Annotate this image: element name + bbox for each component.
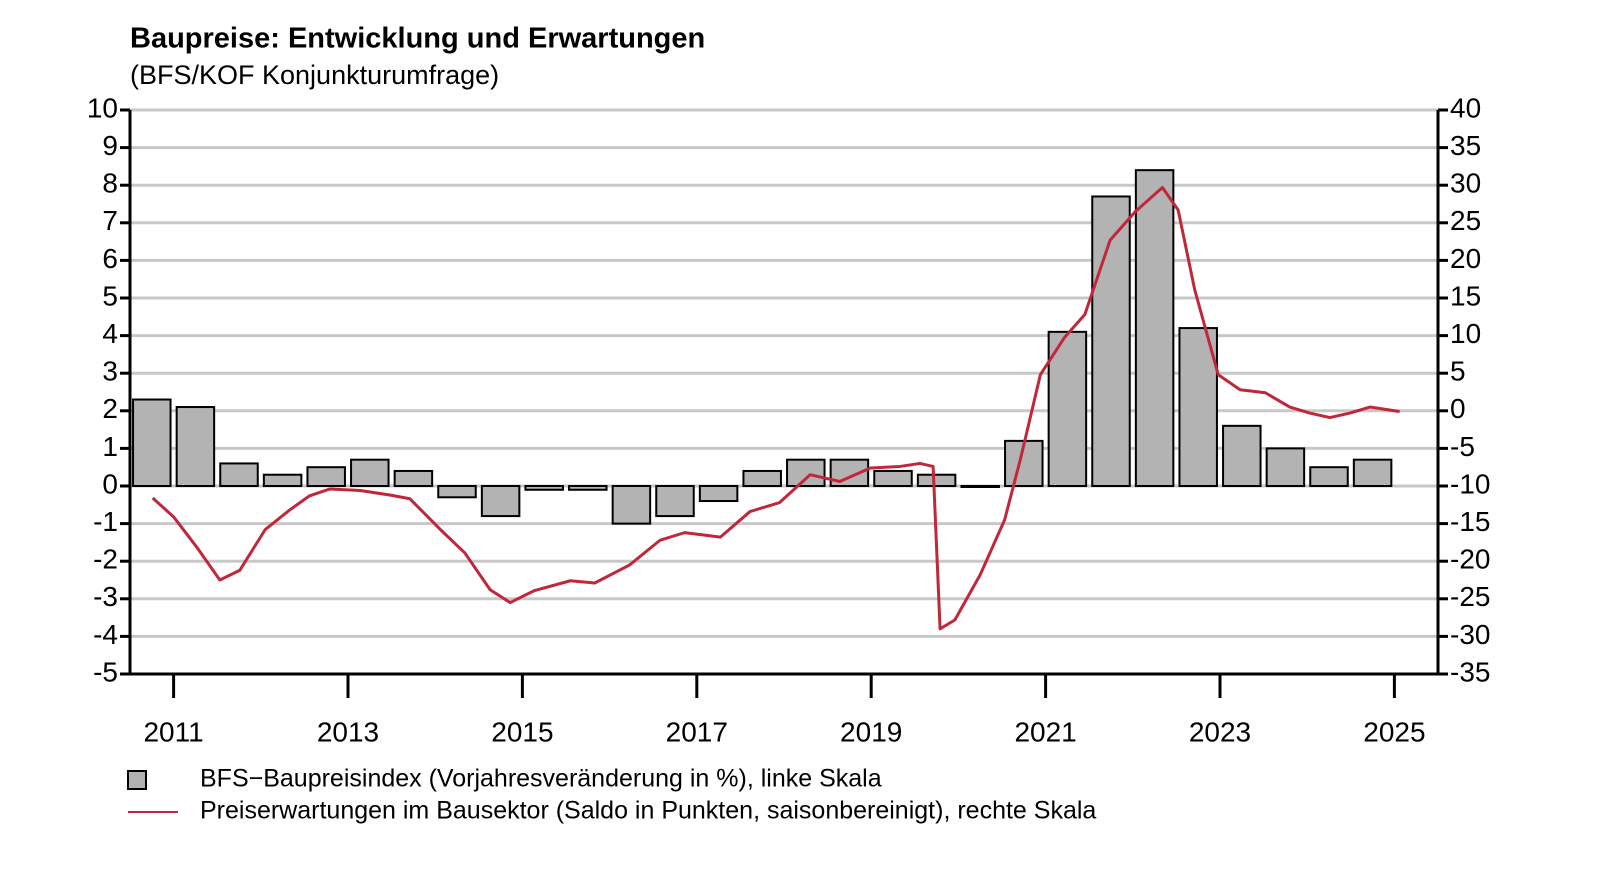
y2-tick-label: 10 (1450, 318, 1481, 349)
bar (960, 485, 1000, 488)
bar (480, 485, 521, 518)
bar (219, 462, 259, 488)
bar (1222, 424, 1262, 487)
y2-tick-label: -10 (1450, 468, 1490, 499)
bar (1047, 330, 1088, 487)
y-tick-label: -3 (93, 581, 118, 612)
y-tick-label: 7 (102, 205, 118, 236)
y-tick-label: -4 (93, 619, 118, 650)
bar (524, 485, 564, 491)
y2-tick-label: 40 (1450, 92, 1481, 123)
bar (655, 485, 695, 518)
y-tick-label: 6 (102, 243, 118, 274)
y-tick-label: 4 (102, 318, 118, 349)
y2-tick-label: -35 (1450, 656, 1490, 687)
bar (1265, 447, 1306, 487)
y-tick-label: 2 (102, 393, 118, 424)
y-tick-label: 10 (87, 92, 118, 123)
y-tick-label: -2 (93, 544, 118, 575)
bar (786, 458, 826, 487)
chart-title: Baupreise: Entwicklung und Erwartungen (130, 23, 705, 55)
y-tick-label: 3 (102, 356, 118, 387)
y-tick-label: 8 (102, 168, 118, 199)
line (151, 185, 1400, 631)
x-tick-label: 2023 (1189, 716, 1251, 747)
bar (611, 485, 652, 525)
bar (132, 398, 172, 487)
bar (306, 466, 346, 488)
x-tick-label: 2011 (143, 716, 203, 747)
bar (1091, 195, 1131, 487)
bar (1134, 169, 1175, 487)
legend-swatch (127, 770, 147, 790)
y2-tick-label: 20 (1450, 243, 1481, 274)
x-tick-label: 2017 (666, 716, 728, 747)
y2-tick-label: 15 (1450, 280, 1481, 311)
y2-tick-label: 5 (1450, 356, 1466, 387)
legend-label: BFS−Baupreisindex (Vorjahresveränderung … (200, 765, 882, 793)
y2-tick-label: 30 (1450, 168, 1481, 199)
bar (393, 469, 434, 487)
bar (1309, 466, 1349, 488)
bar (873, 469, 913, 487)
bar (262, 473, 303, 488)
y-tick-label: -1 (93, 506, 118, 537)
y-tick-label: 0 (102, 468, 118, 499)
chart-subtitle: (BFS/KOF Konjunkturumfrage) (130, 60, 499, 90)
y-tick-label: 1 (102, 431, 118, 462)
bar (742, 469, 782, 487)
bar (916, 473, 957, 488)
x-tick-label: 2025 (1363, 716, 1425, 747)
bar (568, 485, 608, 491)
bar (1352, 458, 1393, 487)
bar (437, 485, 477, 499)
y-tick-label: 9 (102, 130, 118, 161)
legend-label: Preiserwartungen im Bausektor (Saldo in … (200, 797, 1096, 825)
x-tick-label: 2013 (317, 716, 379, 747)
x-tick-label: 2019 (840, 716, 902, 747)
y2-tick-label: -5 (1450, 431, 1475, 462)
x-tick-label: 2015 (491, 716, 553, 747)
y-tick-label: 5 (102, 280, 118, 311)
bar (698, 485, 739, 503)
y2-tick-label: 0 (1450, 393, 1466, 424)
y-tick-label: -5 (93, 656, 118, 687)
bar (350, 458, 390, 487)
y2-tick-label: -30 (1450, 619, 1490, 650)
y2-tick-label: 35 (1450, 130, 1481, 161)
y2-tick-label: -15 (1450, 506, 1490, 537)
y2-tick-label: -25 (1450, 581, 1490, 612)
bar (175, 406, 216, 488)
y2-tick-label: -20 (1450, 544, 1490, 575)
y2-tick-label: 25 (1450, 205, 1481, 236)
bar (1178, 327, 1218, 487)
x-tick-label: 2021 (1014, 716, 1076, 747)
